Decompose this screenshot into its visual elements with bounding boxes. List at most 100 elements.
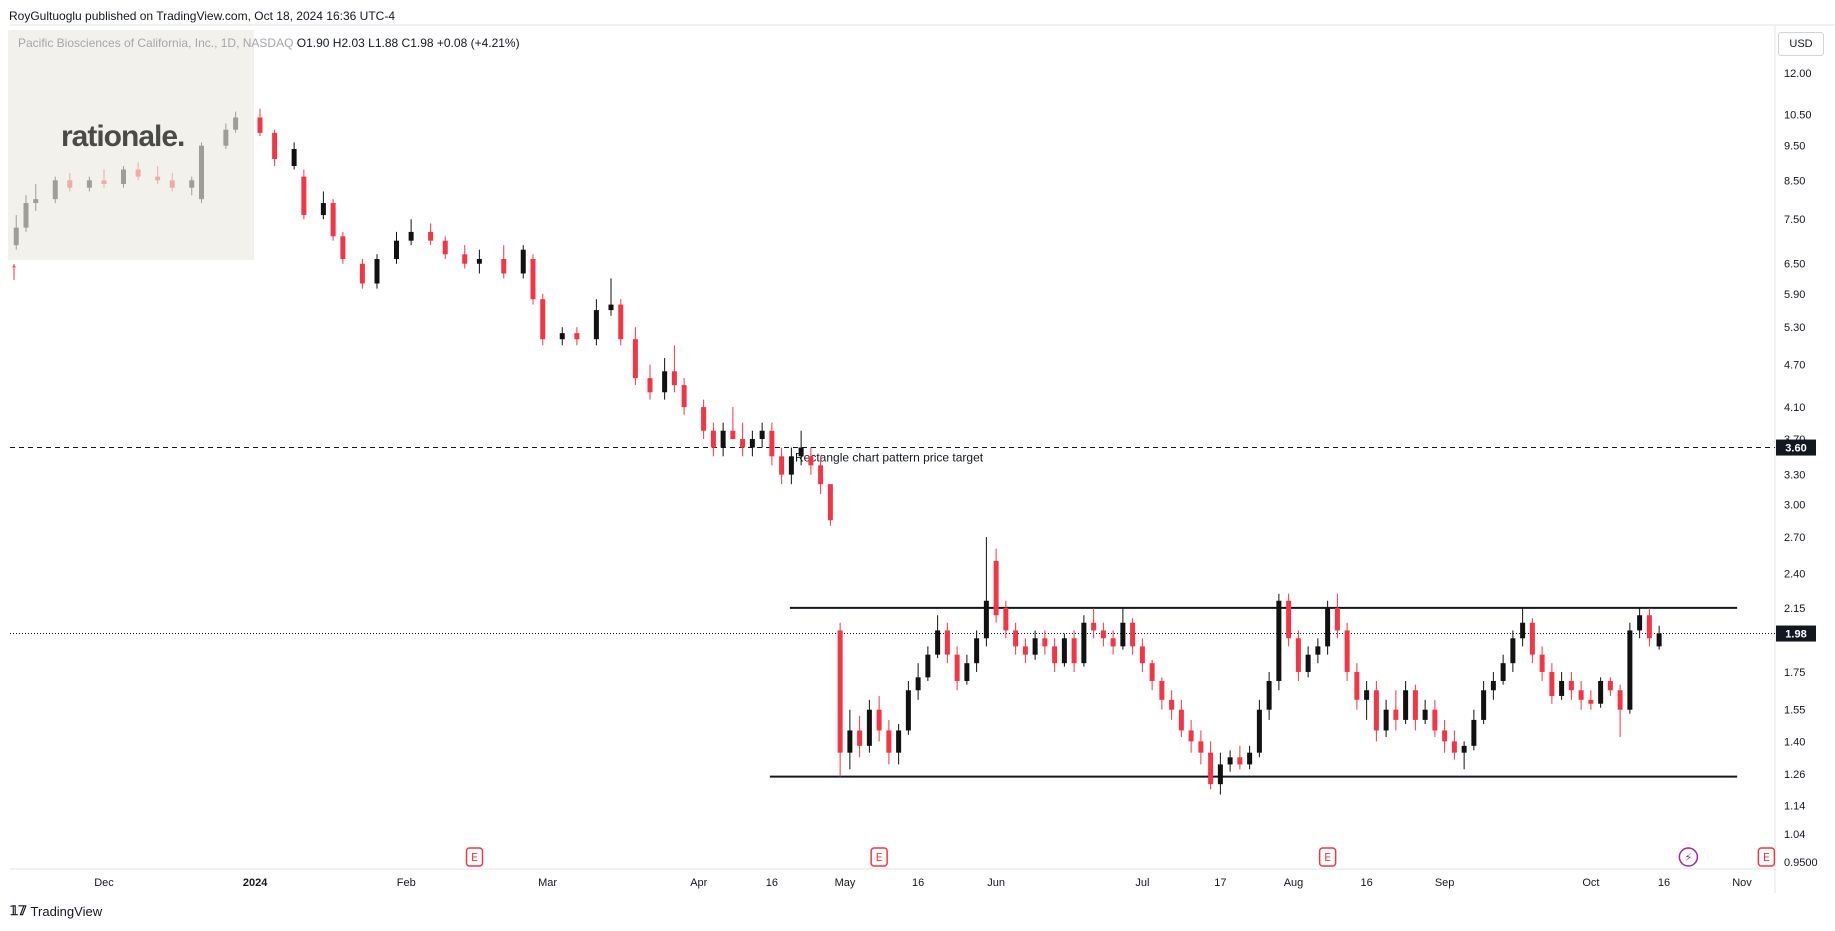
candle-body-up: [798, 447, 804, 457]
candle-body-down: [1432, 709, 1438, 731]
candle-body-down: [681, 385, 687, 408]
candle-body-up: [199, 145, 204, 200]
candle-body-down: [1042, 638, 1048, 647]
candle-body-up: [866, 709, 872, 746]
candle-body-down: [574, 333, 580, 340]
candle-body-up: [476, 258, 482, 264]
candle-body-down: [1607, 680, 1613, 691]
candle-body-up: [86, 180, 92, 188]
price-tick-label: 6.50: [1784, 259, 1805, 271]
candle-body-down: [1334, 607, 1340, 631]
candle-body-down: [632, 339, 638, 379]
candle-body-down: [1100, 630, 1106, 639]
price-tick-label: 4.10: [1784, 402, 1805, 414]
time-tick-label: Mar: [538, 877, 557, 889]
price-tick-label: 8.50: [1784, 175, 1805, 187]
price-tick-label: 1.26: [1784, 769, 1805, 781]
candle-body-up: [291, 148, 297, 166]
candle-body-down: [101, 180, 107, 184]
candle-body-down: [330, 203, 336, 237]
candle-body-down: [993, 560, 999, 616]
price-tick-label: 12.00: [1784, 68, 1812, 80]
candle-body-up: [759, 430, 765, 440]
candle-body-up: [1276, 600, 1282, 681]
candle-body-down: [1393, 709, 1399, 720]
candle-body-down: [701, 407, 707, 431]
time-tick-label: 16: [766, 877, 778, 889]
time-tick-label: Aug: [1284, 877, 1304, 889]
tradingview-footer[interactable]: 𝟙𝟟 TradingView: [10, 903, 102, 919]
candle-body-down: [301, 176, 307, 216]
event-label: ⚡: [1685, 851, 1693, 864]
candle-body-down: [1442, 730, 1448, 742]
candle-body-up: [1637, 615, 1643, 631]
event-label: E: [471, 851, 478, 864]
candle-body-up: [121, 169, 126, 184]
candle-body-down: [1568, 680, 1574, 691]
candle-body-up: [593, 310, 599, 340]
candle-body-up: [1481, 690, 1487, 720]
earnings-event-icon: [870, 847, 888, 867]
candle-body-down: [671, 371, 677, 386]
candle-body-down: [1149, 663, 1155, 681]
candle-body-down: [1110, 638, 1116, 647]
candle-body-down: [1286, 600, 1292, 639]
candle-body-down: [359, 263, 365, 284]
candle-body-down: [730, 430, 736, 440]
time-tick-label: 16: [912, 877, 924, 889]
candle-body-up: [1081, 622, 1087, 664]
candle-body-up: [608, 304, 614, 311]
candle-body-down: [876, 709, 882, 731]
price-tick-label: 2.15: [1784, 603, 1805, 615]
candle-body-up: [896, 730, 902, 753]
candle-body-up: [1559, 680, 1565, 696]
candle-body-up: [925, 654, 931, 678]
candle-body-down: [1451, 741, 1457, 753]
candle-body-down: [501, 258, 507, 274]
candle-body-up: [33, 199, 39, 204]
candle-body-up: [223, 129, 229, 146]
candle-body-up: [1325, 607, 1331, 647]
candle-body-down: [1344, 630, 1350, 672]
dividend-event-icon: [1678, 847, 1699, 867]
candle-body-down: [1529, 622, 1535, 655]
price-tick-label: 1.40: [1784, 736, 1805, 748]
price-tick-label: 1.04: [1784, 829, 1805, 841]
candle-body-up: [935, 630, 941, 655]
candle-body-down: [647, 378, 653, 393]
candle-body-up: [1403, 690, 1409, 720]
price-tick-label: 4.70: [1784, 360, 1805, 372]
candle-body-down: [1022, 646, 1028, 655]
price-tick-label: 2.40: [1784, 569, 1805, 581]
candle-body-down: [837, 630, 843, 753]
currency-button[interactable]: USD: [1778, 32, 1824, 56]
candle-body-up: [1598, 680, 1604, 704]
price-tick-label: 5.30: [1784, 322, 1805, 334]
price-tick-label: 1.14: [1784, 800, 1805, 812]
price-tick-label: 9.50: [1784, 141, 1805, 153]
candle-body-up: [1120, 622, 1126, 647]
candle-body-down: [1354, 671, 1360, 700]
event-label: E: [876, 851, 883, 864]
price-tick-label: 10.50: [1784, 110, 1812, 122]
candle-body-up: [847, 730, 853, 753]
candle-body-down: [1178, 709, 1184, 731]
candle-body-down: [808, 456, 814, 466]
candle-body-up: [408, 231, 414, 241]
candle-body-up: [662, 371, 668, 393]
candle-body-down: [944, 630, 950, 655]
candle-body-down: [769, 430, 775, 457]
event-label: E: [1324, 851, 1331, 864]
candle-body-up: [13, 227, 19, 246]
time-tick-label: 17: [1214, 877, 1226, 889]
candle-body-down: [1208, 752, 1214, 785]
candle-body-up: [964, 663, 970, 681]
candle-body-up: [1315, 646, 1321, 655]
tradingview-logo-icon: 𝟙𝟟: [10, 903, 27, 918]
candle-body-up: [1227, 757, 1233, 765]
candle-body-down: [462, 254, 468, 264]
candle-body-down: [340, 236, 346, 259]
candle-body-down: [1159, 680, 1165, 700]
candle-body-down: [135, 169, 141, 177]
